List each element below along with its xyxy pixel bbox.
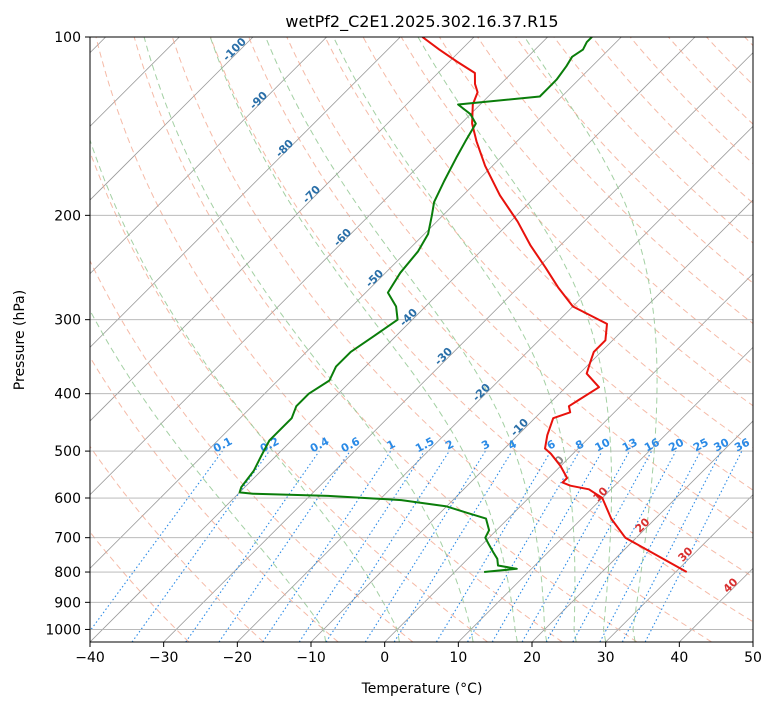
y-tick-label: 400 xyxy=(54,387,81,403)
x-tick-label: −30 xyxy=(149,650,179,666)
isotherm-line xyxy=(753,37,775,642)
y-tick-label: 300 xyxy=(54,313,81,329)
x-tick-label: −10 xyxy=(296,650,326,666)
y-tick-label: 100 xyxy=(54,30,81,46)
y-tick-label: 500 xyxy=(54,444,81,460)
x-tick-label: −20 xyxy=(223,650,253,666)
y-tick-label: 700 xyxy=(54,531,81,547)
y-tick-label: 900 xyxy=(54,595,81,611)
y-axis-label: Pressure (hPa) xyxy=(12,290,28,390)
chart-title: wetPf2_C2E1.2025.302.16.37.R15 xyxy=(285,12,558,32)
x-tick-label: 0 xyxy=(380,650,389,666)
x-tick-label: −40 xyxy=(75,650,105,666)
y-tick-label: 600 xyxy=(54,491,81,507)
x-tick-label: 20 xyxy=(523,650,541,666)
y-tick-label: 800 xyxy=(54,565,81,581)
x-tick-label: 30 xyxy=(597,650,615,666)
y-tick-label: 200 xyxy=(54,208,81,224)
x-tick-label: 40 xyxy=(670,650,688,666)
x-tick-label: 10 xyxy=(449,650,467,666)
x-axis-label: Temperature (°C) xyxy=(361,681,483,697)
x-tick-label: 50 xyxy=(744,650,762,666)
y-tick-label: 1000 xyxy=(45,622,81,638)
